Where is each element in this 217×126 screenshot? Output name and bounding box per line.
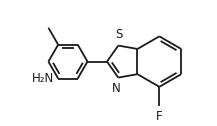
Text: N: N (112, 83, 121, 96)
Text: F: F (156, 110, 163, 123)
Text: S: S (115, 28, 123, 41)
Text: H₂N: H₂N (32, 72, 54, 85)
